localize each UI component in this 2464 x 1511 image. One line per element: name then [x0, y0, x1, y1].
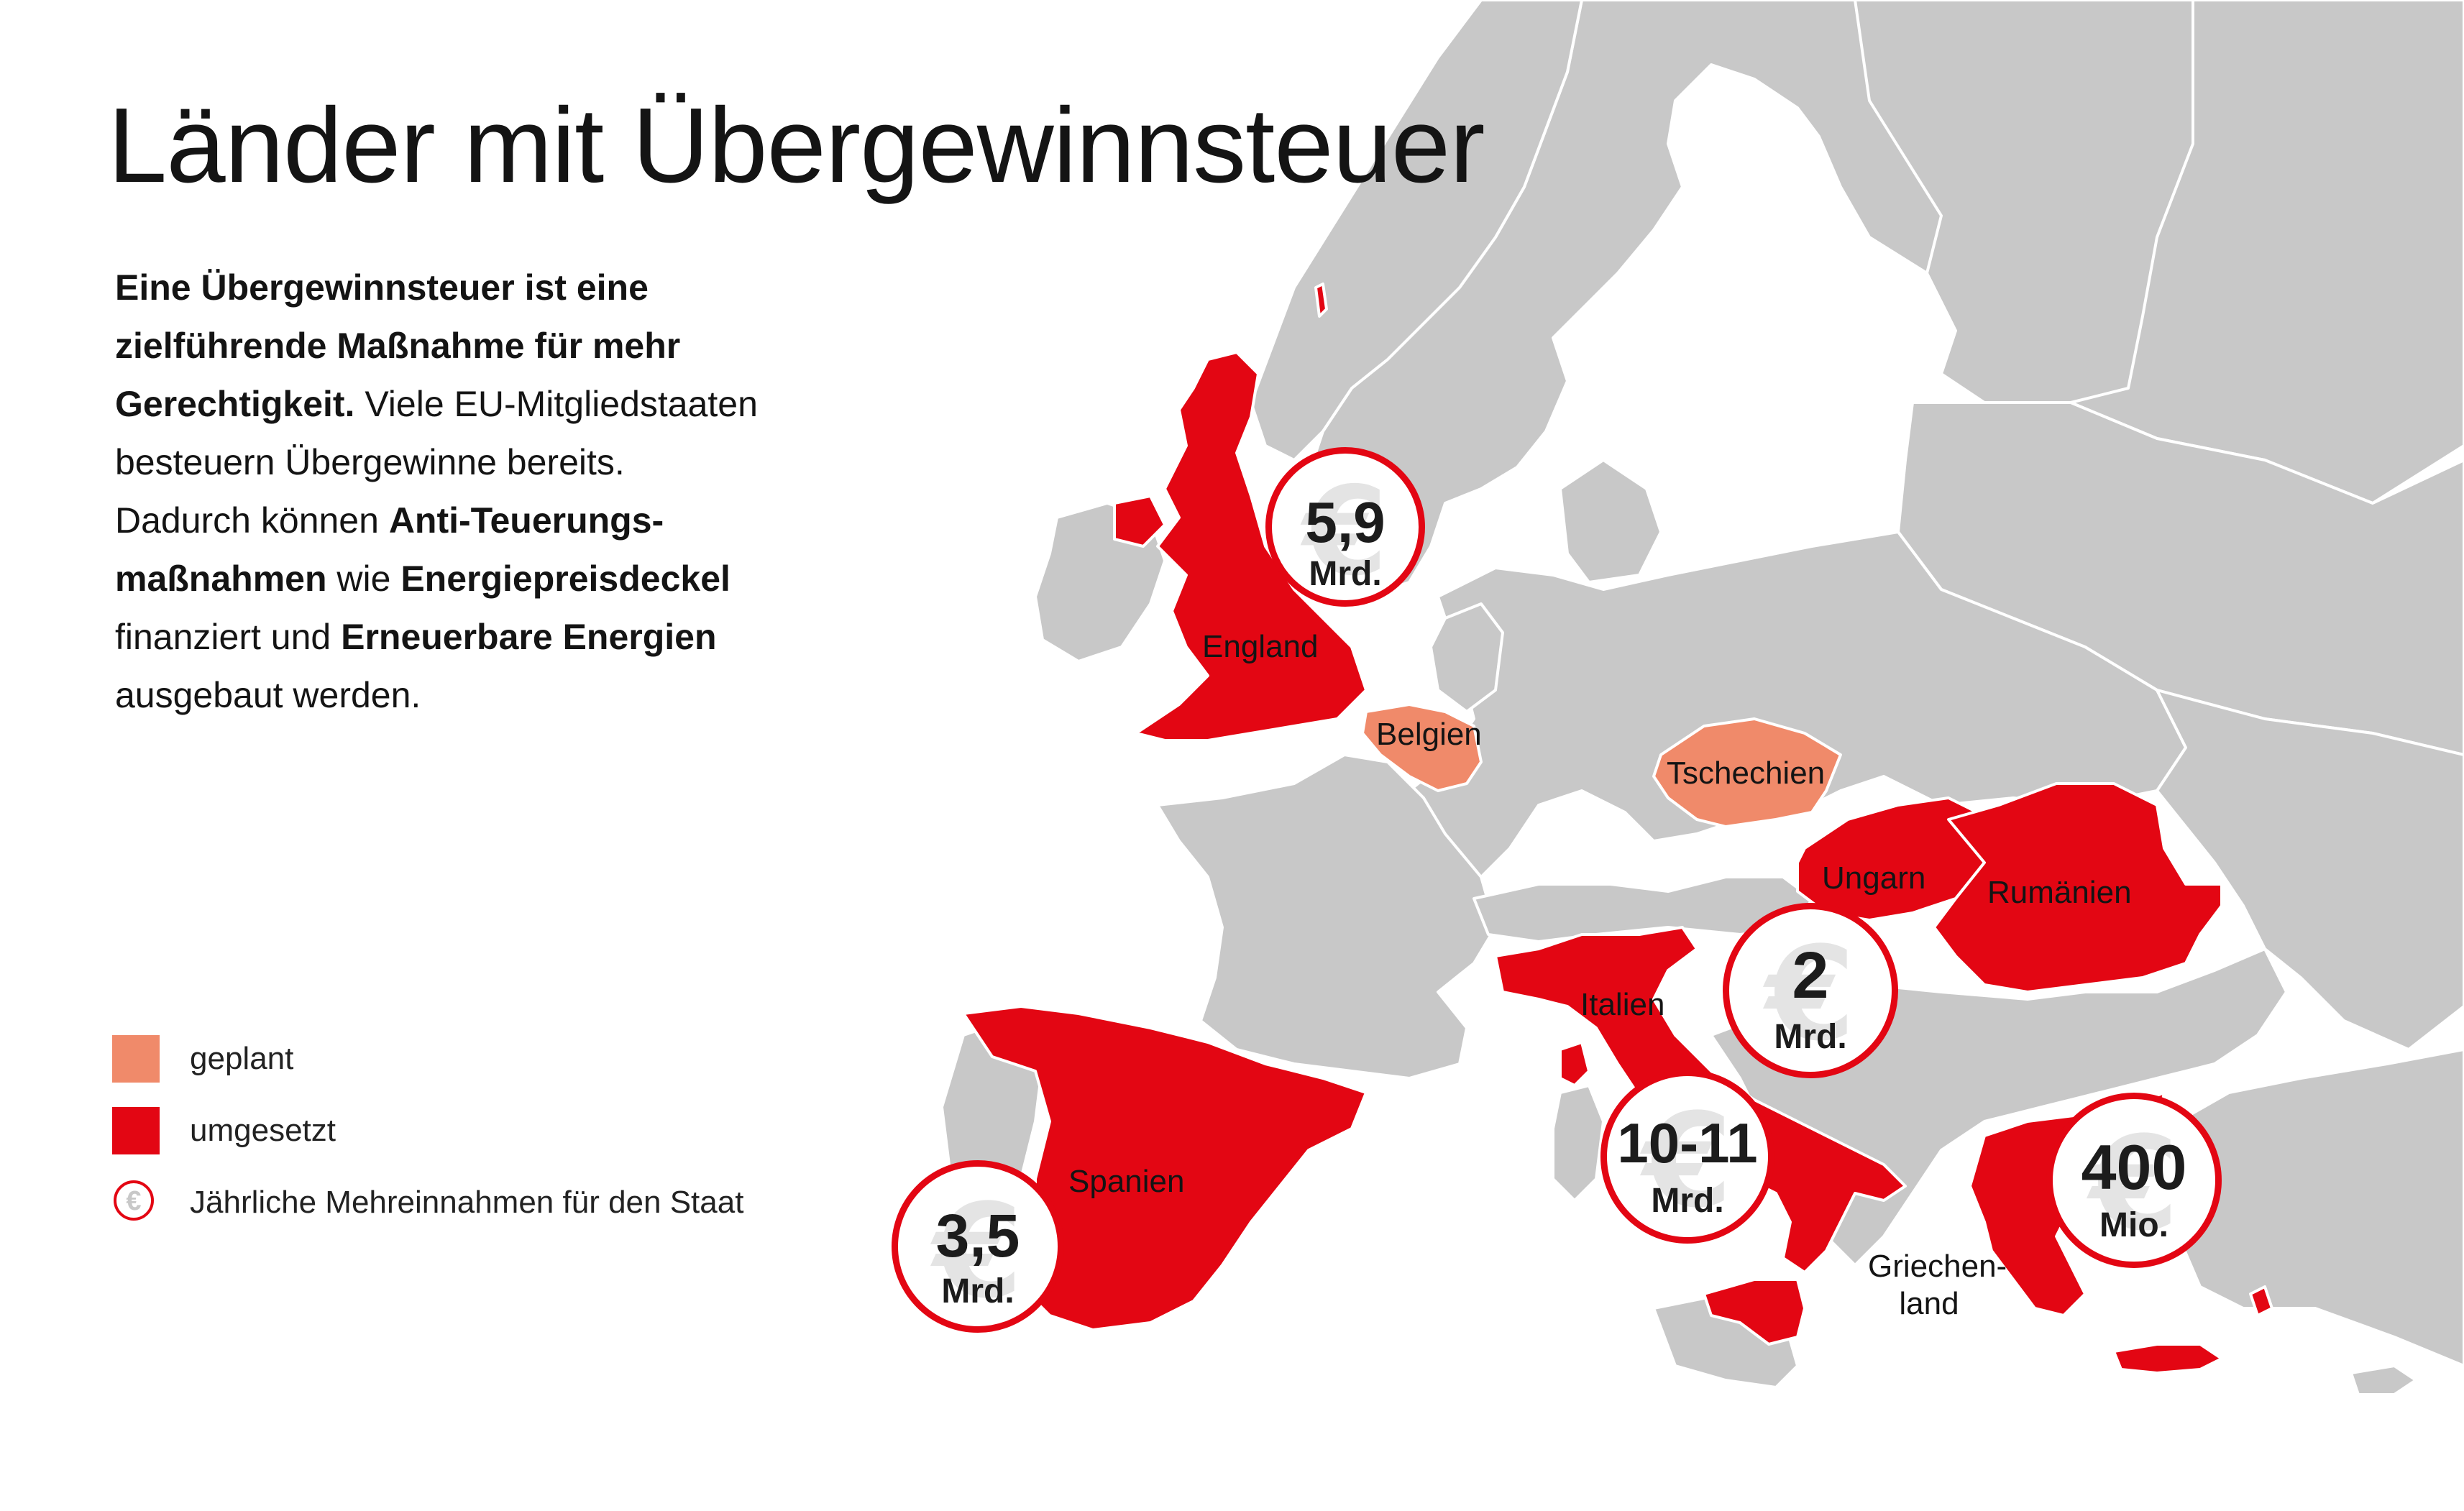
legend-swatch-implemented	[112, 1107, 160, 1154]
intro-line-7-pre: finanziert und	[115, 617, 342, 657]
revenue-bubble-italien: € 10-11 Mrd.	[1600, 1070, 1774, 1244]
country-label-rumaenien: Rumänien	[1987, 875, 2132, 910]
euro-coin-icon: €	[114, 1180, 154, 1221]
country-shape-kreta	[2112, 1343, 2223, 1374]
intro-line-5-pre: Dadurch können	[115, 500, 389, 541]
country-shape-inseln	[2249, 1285, 2273, 1317]
country-label-griechenland-line-2: land	[1899, 1286, 1959, 1321]
country-shape-shetland	[1314, 283, 1328, 318]
intro-line-3-bold: Gerechtigkeit.	[115, 384, 355, 424]
intro-text: Eine Übergewinnsteuer ist eine zielführe…	[115, 259, 892, 725]
intro-line-4: besteuern Übergewinne bereits.	[115, 442, 625, 482]
land-cyprus	[2350, 1364, 2417, 1396]
country-shape-tschechien	[1652, 717, 1842, 828]
legend-item-implemented: umgesetzt	[112, 1107, 903, 1157]
revenue-bubble-spanien: € 3,5 Mrd.	[892, 1160, 1064, 1333]
country-label-griechenland: Griechen- land	[1868, 1248, 2007, 1323]
intro-line-6-mid: wie	[326, 559, 401, 599]
country-shape-belgien	[1361, 703, 1483, 792]
legend-swatch-planned	[112, 1035, 160, 1083]
revenue-value-italien: 10-11	[1617, 1111, 1758, 1175]
revenue-unit-griechenland: Mio.	[2099, 1206, 2168, 1244]
land-sardinia	[1552, 1084, 1605, 1202]
intro-line-2: zielführende Maßnahme für mehr	[115, 326, 681, 366]
country-label-tschechien: Tschechien	[1667, 756, 1826, 791]
country-shape-rumaenien	[1933, 782, 2223, 993]
intro-line-7-bold: Erneuerbare Energien	[341, 617, 717, 657]
revenue-value-spanien: 3,5	[935, 1202, 1020, 1269]
revenue-bubble-ungarn: € 2 Mrd.	[1723, 903, 1898, 1078]
land-france	[1156, 753, 1497, 1080]
revenue-unit-italien: Mrd.	[1651, 1182, 1724, 1220]
legend-label-revenue: Jährliche Mehreinnahmen für den Staat	[190, 1185, 744, 1220]
land-netherlands	[1429, 602, 1504, 713]
land-norway	[1250, 0, 1583, 461]
euro-watermark-icon: €	[933, 1177, 1023, 1327]
country-label-ungarn: Ungarn	[1822, 860, 1926, 896]
intro-line-5-bold: Anti-Teuerungs-	[388, 500, 664, 541]
country-shape-england	[1135, 351, 1368, 742]
intro-line-1: Eine Übergewinnsteuer ist eine	[115, 267, 649, 308]
land-ukraine	[2156, 689, 2464, 1051]
revenue-bubble-griechenland: € 400 Mio.	[2046, 1093, 2222, 1268]
country-shape-spanien	[962, 1005, 1368, 1331]
euro-watermark-icon: €	[1642, 1086, 1733, 1236]
country-label-griechenland-line-1: Griechen-	[1868, 1249, 2007, 1284]
country-label-italien: Italien	[1580, 987, 1665, 1022]
legend-item-revenue: € Jährliche Mehreinnahmen für den Staat	[112, 1179, 903, 1229]
country-shape-korsika	[1559, 1041, 1590, 1087]
page-title: Länder mit Übergewinnsteuer	[108, 86, 1485, 205]
euro-watermark-icon: €	[2089, 1109, 2179, 1259]
land-denmark	[1559, 459, 1662, 584]
legend-item-planned: geplant	[112, 1035, 903, 1085]
intro-line-6-bold: maßnahmen	[115, 559, 327, 599]
revenue-unit-ungarn: Mrd.	[1774, 1018, 1847, 1056]
country-label-england: England	[1202, 629, 1319, 664]
intro-line-6-bold-2: Energiepreisdeckel	[400, 559, 731, 599]
euro-watermark-icon: €	[1765, 919, 1856, 1070]
revenue-unit-spanien: Mrd.	[941, 1272, 1015, 1310]
revenue-unit-england: Mrd.	[1309, 555, 1382, 593]
country-label-belgien: Belgien	[1376, 717, 1482, 752]
country-shape-northern-ireland	[1113, 495, 1166, 548]
revenue-value-ungarn: 2	[1792, 939, 1829, 1012]
legend-label-planned: geplant	[190, 1041, 294, 1076]
country-label-spanien: Spanien	[1068, 1164, 1185, 1199]
revenue-value-england: 5,9	[1305, 490, 1386, 554]
intro-line-8: ausgebaut werden.	[115, 675, 421, 715]
revenue-bubble-england: € 5,9 Mrd.	[1265, 447, 1425, 607]
intro-line-3-rest: Viele EU-Mitgliedstaaten	[354, 384, 758, 424]
euro-watermark-icon: €	[1302, 461, 1388, 603]
legend-label-implemented: umgesetzt	[190, 1113, 336, 1148]
land-turkey	[2177, 1048, 2464, 1367]
revenue-value-griechenland: 400	[2081, 1131, 2187, 1203]
country-shape-sizilien	[1703, 1278, 1806, 1346]
